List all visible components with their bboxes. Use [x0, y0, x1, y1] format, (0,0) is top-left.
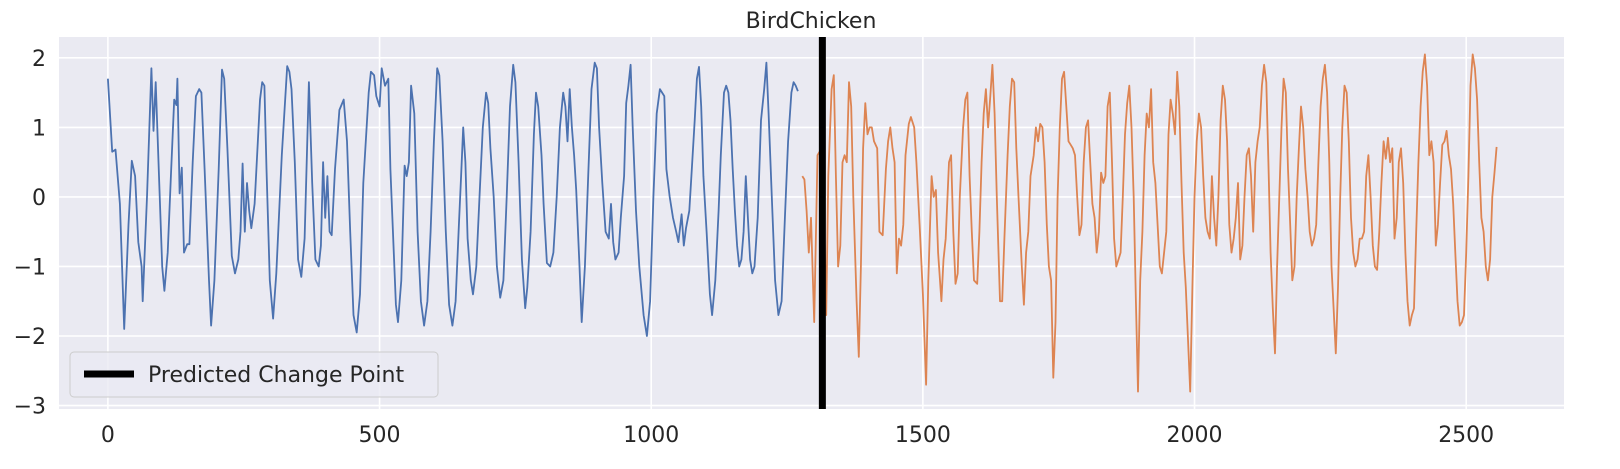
x-tick-label: 500	[359, 423, 401, 448]
y-tick-label: −3	[14, 395, 46, 420]
y-tick-label: 1	[32, 116, 46, 141]
tick-labels: 0 500 1000 1500 2000 2500 2 1 0 −1 −2 −3	[14, 47, 1495, 448]
x-tick-label: 2000	[1167, 423, 1223, 448]
x-tick-label: 1500	[895, 423, 951, 448]
series-line-1	[107, 61, 799, 337]
y-tick-label: 2	[32, 47, 46, 72]
y-tick-label: 0	[32, 186, 46, 211]
x-tick-label: 1000	[623, 423, 679, 448]
series-layer	[107, 53, 1498, 393]
legend-box	[69, 351, 439, 398]
y-tick-label: −1	[14, 255, 46, 280]
x-tick-label: 0	[101, 423, 115, 448]
series-line-2	[801, 53, 1498, 393]
chart-title: BirdChicken	[746, 9, 877, 34]
legend: Predicted Change Point	[69, 351, 439, 398]
x-tick-label: 2500	[1438, 423, 1494, 448]
y-tick-label: −2	[14, 325, 46, 350]
legend-label-change-point: Predicted Change Point	[148, 363, 404, 388]
